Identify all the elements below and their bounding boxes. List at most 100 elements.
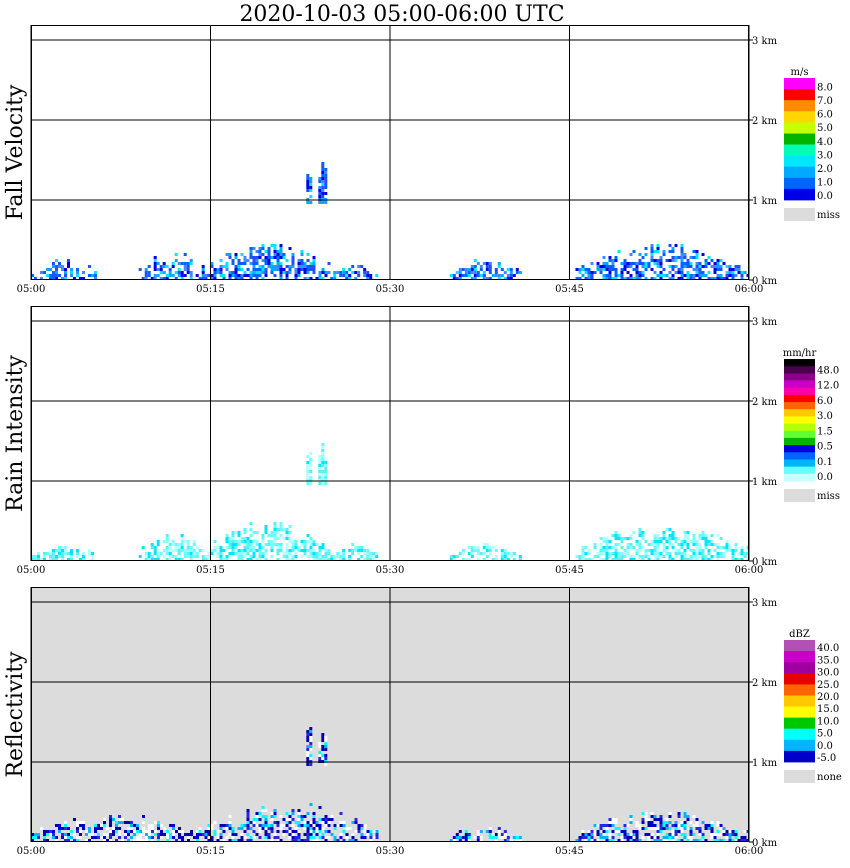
echo-cell	[638, 540, 642, 543]
echo-cell	[306, 467, 310, 470]
echo-cell	[312, 265, 316, 268]
echo-cell	[698, 534, 702, 537]
echo-cell	[482, 274, 486, 277]
echo-cell	[288, 827, 292, 830]
echo-cell	[683, 537, 687, 540]
echo-cell	[716, 262, 720, 265]
echo-cell	[725, 546, 729, 549]
echo-cell	[506, 836, 510, 839]
echo-cell	[710, 555, 714, 558]
echo-cell	[734, 268, 738, 271]
echo-cell	[333, 274, 337, 277]
echo-cell	[306, 736, 310, 739]
echo-cell	[656, 540, 660, 543]
echo-cell	[638, 528, 642, 531]
colorbar-swatch	[784, 416, 815, 424]
echo-cell	[70, 549, 73, 552]
missing-swatch	[784, 770, 815, 783]
echo-cell	[174, 253, 178, 256]
echo-cell	[683, 558, 687, 561]
echo-cell	[647, 265, 651, 268]
echo-cell	[623, 537, 627, 540]
echo-cell	[216, 271, 220, 274]
echo-cell	[512, 558, 516, 561]
echo-cell	[321, 546, 325, 549]
echo-cell	[680, 265, 684, 268]
height-tick-label: 0 km	[752, 838, 778, 849]
echo-cell	[330, 818, 334, 821]
echo-cell	[665, 833, 669, 836]
echo-cell	[148, 827, 151, 830]
echo-cell	[213, 833, 217, 836]
echo-cell	[306, 183, 310, 186]
echo-cell	[321, 836, 325, 839]
echo-cell	[656, 250, 660, 253]
echo-cell	[461, 549, 465, 552]
echo-cell	[674, 549, 678, 552]
echo-cell	[91, 555, 94, 558]
echo-cell	[476, 558, 480, 561]
echo-cell	[31, 839, 34, 842]
echo-cell	[716, 833, 720, 836]
echo-cell	[596, 262, 600, 265]
echo-cell	[653, 836, 657, 839]
echo-cell	[192, 555, 196, 558]
echo-cell	[294, 839, 298, 842]
echo-cell	[500, 558, 504, 561]
echo-cell	[255, 268, 259, 271]
echo-cell	[710, 259, 714, 262]
echo-cell	[701, 265, 705, 268]
echo-cell	[177, 274, 181, 277]
echo-cell	[213, 277, 217, 280]
echo-cell	[369, 555, 373, 558]
echo-cell	[587, 268, 591, 271]
echo-cell	[165, 549, 169, 552]
echo-cell	[635, 271, 639, 274]
echo-cell	[246, 540, 250, 543]
echo-cell	[689, 555, 693, 558]
echo-cell	[303, 271, 307, 274]
echo-cell	[692, 256, 696, 259]
echo-cell	[704, 558, 708, 561]
echo-cell	[707, 256, 711, 259]
echo-cell	[476, 552, 480, 555]
echo-cell	[614, 534, 618, 537]
echo-cell	[656, 839, 660, 842]
echo-cell	[324, 552, 328, 555]
echo-cell	[309, 540, 313, 543]
echo-cell	[704, 265, 708, 268]
echo-cell	[629, 836, 633, 839]
echo-cell	[321, 736, 325, 739]
echo-cell	[31, 833, 34, 836]
echo-cell	[611, 839, 615, 842]
echo-cell	[306, 265, 310, 268]
echo-cell	[620, 268, 624, 271]
echo-cell	[276, 824, 280, 827]
echo-cell	[617, 833, 621, 836]
colorbar-label: 6.0	[817, 110, 833, 121]
echo-cell	[165, 265, 169, 268]
echo-cell	[506, 268, 510, 271]
echo-cell	[632, 833, 636, 836]
echo-cell	[285, 818, 289, 821]
echo-cell	[485, 830, 489, 833]
echo-cell	[294, 271, 298, 274]
echo-cell	[165, 540, 169, 543]
echo-cell	[157, 827, 160, 830]
echo-cell	[321, 748, 325, 751]
echo-cell	[665, 836, 669, 839]
echo-cell	[234, 833, 238, 836]
echo-cell	[686, 558, 690, 561]
echo-cell	[629, 546, 633, 549]
echo-cell	[306, 540, 310, 543]
echo-cell	[324, 549, 328, 552]
echo-cell	[156, 262, 160, 265]
echo-cell	[497, 827, 501, 830]
echo-cell	[620, 271, 624, 274]
echo-cell	[174, 558, 178, 561]
echo-cell	[327, 552, 331, 555]
echo-cell	[479, 268, 483, 271]
echo-cell	[665, 546, 669, 549]
echo-cell	[291, 265, 295, 268]
echo-cell	[85, 833, 88, 836]
